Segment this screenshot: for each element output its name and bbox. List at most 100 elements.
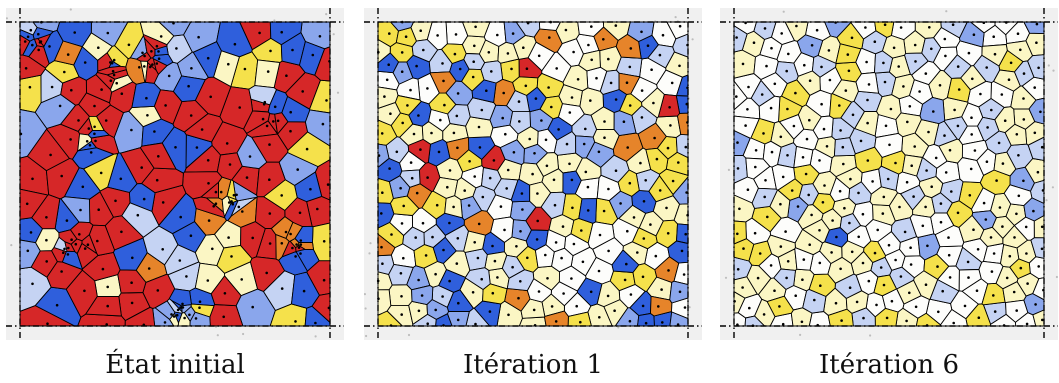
voronoi-cell	[96, 65, 127, 76]
ghost-point	[365, 334, 368, 338]
voronoi-cell	[72, 147, 115, 170]
cell-site	[409, 88, 412, 92]
voronoi-cell	[632, 263, 658, 292]
cell-site	[115, 81, 118, 85]
cell-site	[914, 60, 917, 63]
cell-site	[209, 95, 212, 99]
cell-site	[83, 61, 87, 64]
cell-site	[400, 222, 404, 225]
cell-site	[161, 201, 165, 204]
cell-site	[1015, 212, 1018, 216]
cell-site	[628, 181, 632, 185]
cell-site	[62, 251, 65, 254]
cell-site	[388, 167, 391, 170]
cell-site	[412, 132, 416, 136]
voronoi-cell	[499, 139, 525, 166]
cell-site	[913, 43, 917, 47]
voronoi-cell	[274, 112, 289, 135]
cell-site	[951, 23, 955, 26]
cell-site	[537, 54, 541, 58]
voronoi-cell	[529, 181, 552, 208]
voronoi-cell	[931, 192, 953, 214]
cell-site	[1022, 97, 1025, 100]
cell-site	[1019, 48, 1022, 52]
cell-site	[161, 248, 164, 251]
voronoi-cell	[192, 196, 226, 219]
voronoi-diagram-iteration-1	[364, 8, 702, 340]
cell-site	[452, 131, 456, 135]
voronoi-cell	[218, 176, 232, 201]
cell-site	[406, 104, 409, 107]
cell-site	[120, 92, 124, 95]
cell-site	[273, 105, 277, 109]
cell-site	[455, 262, 459, 265]
cell-site	[683, 306, 687, 309]
ghost-point	[368, 252, 371, 255]
cell-site	[957, 88, 961, 91]
cell-site	[1001, 225, 1004, 228]
cell-site	[653, 136, 656, 140]
cell-site	[781, 322, 785, 326]
cell-site	[636, 251, 639, 254]
cell-sites	[376, 20, 689, 327]
cell-site	[439, 118, 442, 122]
voronoi-cell	[26, 128, 70, 172]
voronoi-cell	[733, 238, 755, 262]
cell-site	[381, 262, 384, 265]
cell-site	[769, 106, 773, 110]
cell-site	[602, 38, 605, 41]
cell-site	[458, 67, 462, 71]
cell-site	[24, 67, 28, 70]
cell-site	[584, 170, 588, 174]
cell-site	[110, 61, 114, 65]
voronoi-cell	[158, 21, 192, 37]
voronoi-cell	[750, 79, 775, 107]
cell-site	[770, 150, 774, 154]
cell-site	[803, 63, 806, 67]
cell-site	[1009, 61, 1013, 65]
cell-site	[968, 194, 972, 197]
cell-site	[29, 231, 33, 234]
cell-site	[864, 26, 867, 29]
cell-site	[232, 193, 236, 197]
cell-site	[402, 256, 405, 260]
cell-site	[873, 40, 877, 43]
cell-site	[25, 202, 29, 206]
cell-site	[913, 145, 916, 148]
cell-site	[468, 160, 471, 163]
cell-site	[97, 208, 100, 211]
voronoi-cell	[314, 46, 331, 82]
cell-site	[167, 74, 171, 78]
cell-site	[390, 233, 393, 236]
cell-site	[930, 185, 933, 188]
cell-site	[756, 276, 760, 280]
voronoi-cell	[377, 254, 395, 275]
voronoi-cell	[773, 268, 796, 290]
cell-site	[491, 244, 494, 248]
voronoi-cell	[19, 239, 41, 270]
voronoi-cell	[839, 213, 862, 235]
cell-site	[613, 309, 616, 313]
cell-site	[586, 185, 590, 189]
cell-site	[882, 283, 886, 287]
cell-site	[843, 206, 846, 210]
voronoi-cell	[411, 313, 437, 327]
cell-site	[995, 179, 998, 182]
cell-site	[227, 236, 230, 239]
cell-site	[926, 244, 929, 248]
cell-site	[437, 150, 441, 154]
cell-site	[109, 79, 113, 82]
cell-site	[63, 70, 66, 74]
cell-site	[70, 88, 73, 92]
cell-site	[63, 247, 66, 251]
cell-site	[74, 242, 78, 246]
voronoi-cell	[99, 186, 131, 218]
cell-site	[535, 238, 539, 241]
cell-site	[503, 228, 506, 232]
cell-site	[235, 193, 238, 197]
voronoi-cell	[537, 128, 558, 154]
cell-site	[975, 289, 979, 293]
cell-site	[956, 211, 960, 215]
cell-site	[298, 211, 302, 215]
voronoi-cell	[43, 29, 64, 65]
